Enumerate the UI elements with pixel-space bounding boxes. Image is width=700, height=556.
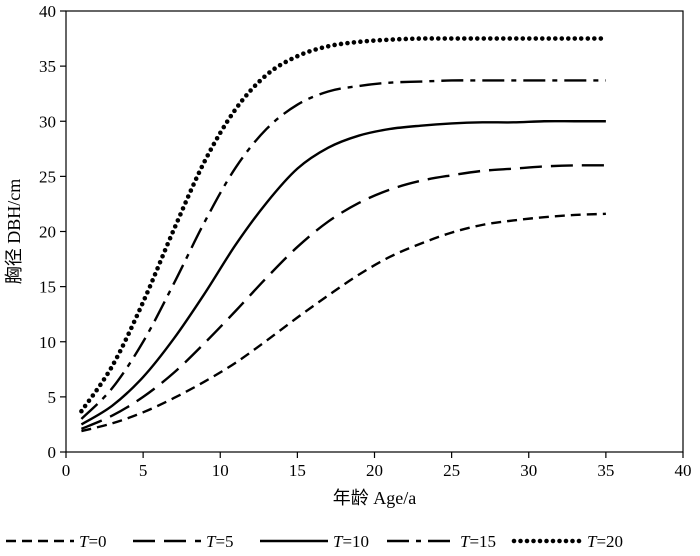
y-tick-label: 10 bbox=[39, 333, 56, 352]
y-tick-label: 15 bbox=[39, 278, 56, 297]
legend-label: T=10 bbox=[333, 532, 369, 551]
legend-label-var: T bbox=[333, 532, 344, 551]
x-tick-label: 40 bbox=[675, 461, 692, 480]
legend-label: T=15 bbox=[460, 532, 496, 551]
y-axis-title: 胸径 DBH/cm bbox=[4, 179, 24, 285]
x-tick-label: 15 bbox=[289, 461, 306, 480]
axes: 0 5 10 15 20 25 30 35 40 0 5 10 15 20 25 30 35 40 bbox=[39, 2, 692, 480]
legend-label-var: T bbox=[460, 532, 471, 551]
y-tick-label: 20 bbox=[39, 223, 56, 242]
x-tick-label: 30 bbox=[520, 461, 537, 480]
x-tick-label: 0 bbox=[62, 461, 71, 480]
series-line-t-5 bbox=[80, 164, 606, 430]
legend-label: T=20 bbox=[587, 532, 623, 551]
series-line-t-15 bbox=[80, 79, 606, 420]
legend-label-var: T bbox=[587, 532, 598, 551]
legend-label-value: =0 bbox=[88, 532, 106, 551]
plot-frame bbox=[65, 10, 684, 453]
series-group bbox=[79, 36, 609, 433]
legend-label-var: T bbox=[79, 532, 90, 551]
legend: T=0 T=5 T=10 T=15 T=20 bbox=[6, 532, 623, 551]
legend-label-value: =10 bbox=[342, 532, 369, 551]
legend-label: T=0 bbox=[79, 532, 107, 551]
legend-label-value: =15 bbox=[469, 532, 496, 551]
y-tick-label: 35 bbox=[39, 57, 56, 76]
y-tick-label: 25 bbox=[39, 167, 56, 186]
legend-label-var: T bbox=[206, 532, 217, 551]
y-tick-label: 0 bbox=[48, 443, 57, 462]
x-tick-label: 35 bbox=[597, 461, 614, 480]
y-tick-label: 40 bbox=[39, 2, 56, 21]
series-line-t-10 bbox=[80, 119, 606, 426]
x-tick-label: 10 bbox=[212, 461, 229, 480]
y-tick-label: 5 bbox=[48, 388, 57, 407]
y-tick-label: 30 bbox=[39, 112, 56, 131]
x-tick-label: 20 bbox=[366, 461, 383, 480]
x-tick-label: 5 bbox=[139, 461, 148, 480]
legend-label-value: =20 bbox=[596, 532, 623, 551]
series-line-t-0 bbox=[81, 212, 606, 433]
legend-label-value: =5 bbox=[215, 532, 233, 551]
x-axis-title: 年龄 Age/a bbox=[333, 488, 416, 508]
legend-label: T=5 bbox=[206, 532, 234, 551]
x-tick-label: 25 bbox=[443, 461, 460, 480]
